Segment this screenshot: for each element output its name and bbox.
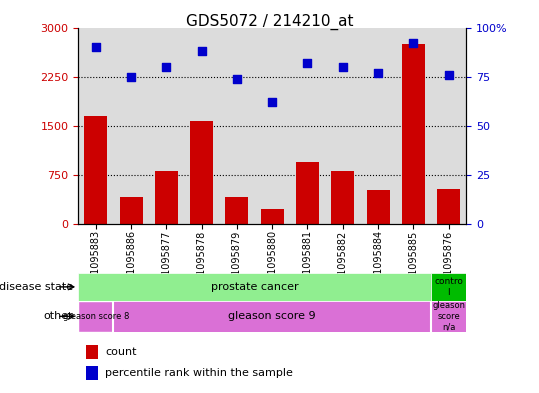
Bar xyxy=(190,121,213,224)
Text: disease state: disease state xyxy=(0,282,73,292)
Bar xyxy=(120,196,142,224)
Bar xyxy=(86,366,98,380)
Point xyxy=(92,44,100,50)
Point xyxy=(374,70,382,76)
Text: prostate cancer: prostate cancer xyxy=(211,282,299,292)
Text: other: other xyxy=(43,311,73,321)
Bar xyxy=(86,345,98,359)
Point xyxy=(409,40,418,46)
Text: count: count xyxy=(105,347,137,357)
Bar xyxy=(367,190,390,224)
Bar xyxy=(155,171,178,224)
Point xyxy=(127,73,135,80)
Bar xyxy=(402,44,425,224)
Point xyxy=(233,75,241,82)
Point xyxy=(162,64,171,70)
Bar xyxy=(296,162,319,224)
Bar xyxy=(113,301,431,332)
Bar xyxy=(331,171,354,224)
Bar xyxy=(431,273,466,301)
Text: percentile rank within the sample: percentile rank within the sample xyxy=(105,368,293,378)
Text: gleason
score
n/a: gleason score n/a xyxy=(432,301,465,331)
Bar xyxy=(84,116,107,224)
Text: gleason score 8: gleason score 8 xyxy=(63,312,129,321)
Point xyxy=(444,72,453,78)
Bar xyxy=(437,189,460,224)
Point xyxy=(303,60,312,66)
Bar xyxy=(261,209,284,224)
Bar xyxy=(431,301,466,332)
Text: contro
l: contro l xyxy=(434,277,463,297)
Point xyxy=(197,48,206,54)
Text: GDS5072 / 214210_at: GDS5072 / 214210_at xyxy=(186,14,353,30)
Point xyxy=(268,99,277,105)
Bar xyxy=(78,301,113,332)
Text: gleason score 9: gleason score 9 xyxy=(229,311,316,321)
Bar xyxy=(225,196,248,224)
Point xyxy=(338,64,347,70)
